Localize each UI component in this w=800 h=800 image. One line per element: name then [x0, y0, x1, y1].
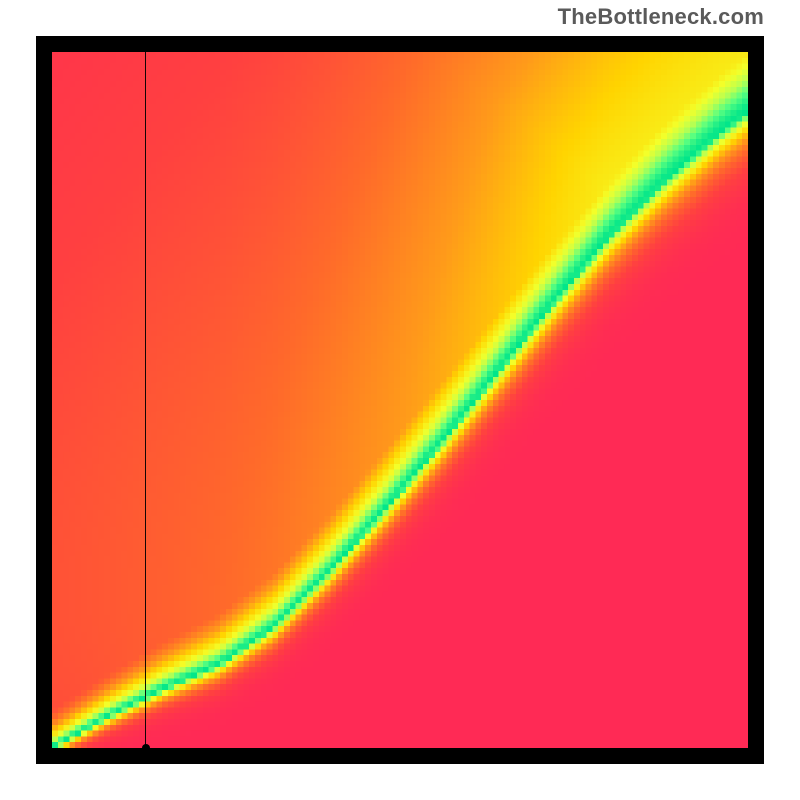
crosshair-marker — [142, 744, 150, 752]
crosshair-vertical-line — [145, 52, 146, 748]
heatmap-canvas — [52, 52, 748, 748]
bottleneck-heatmap — [36, 36, 764, 764]
watermark-text: TheBottleneck.com — [558, 4, 764, 30]
